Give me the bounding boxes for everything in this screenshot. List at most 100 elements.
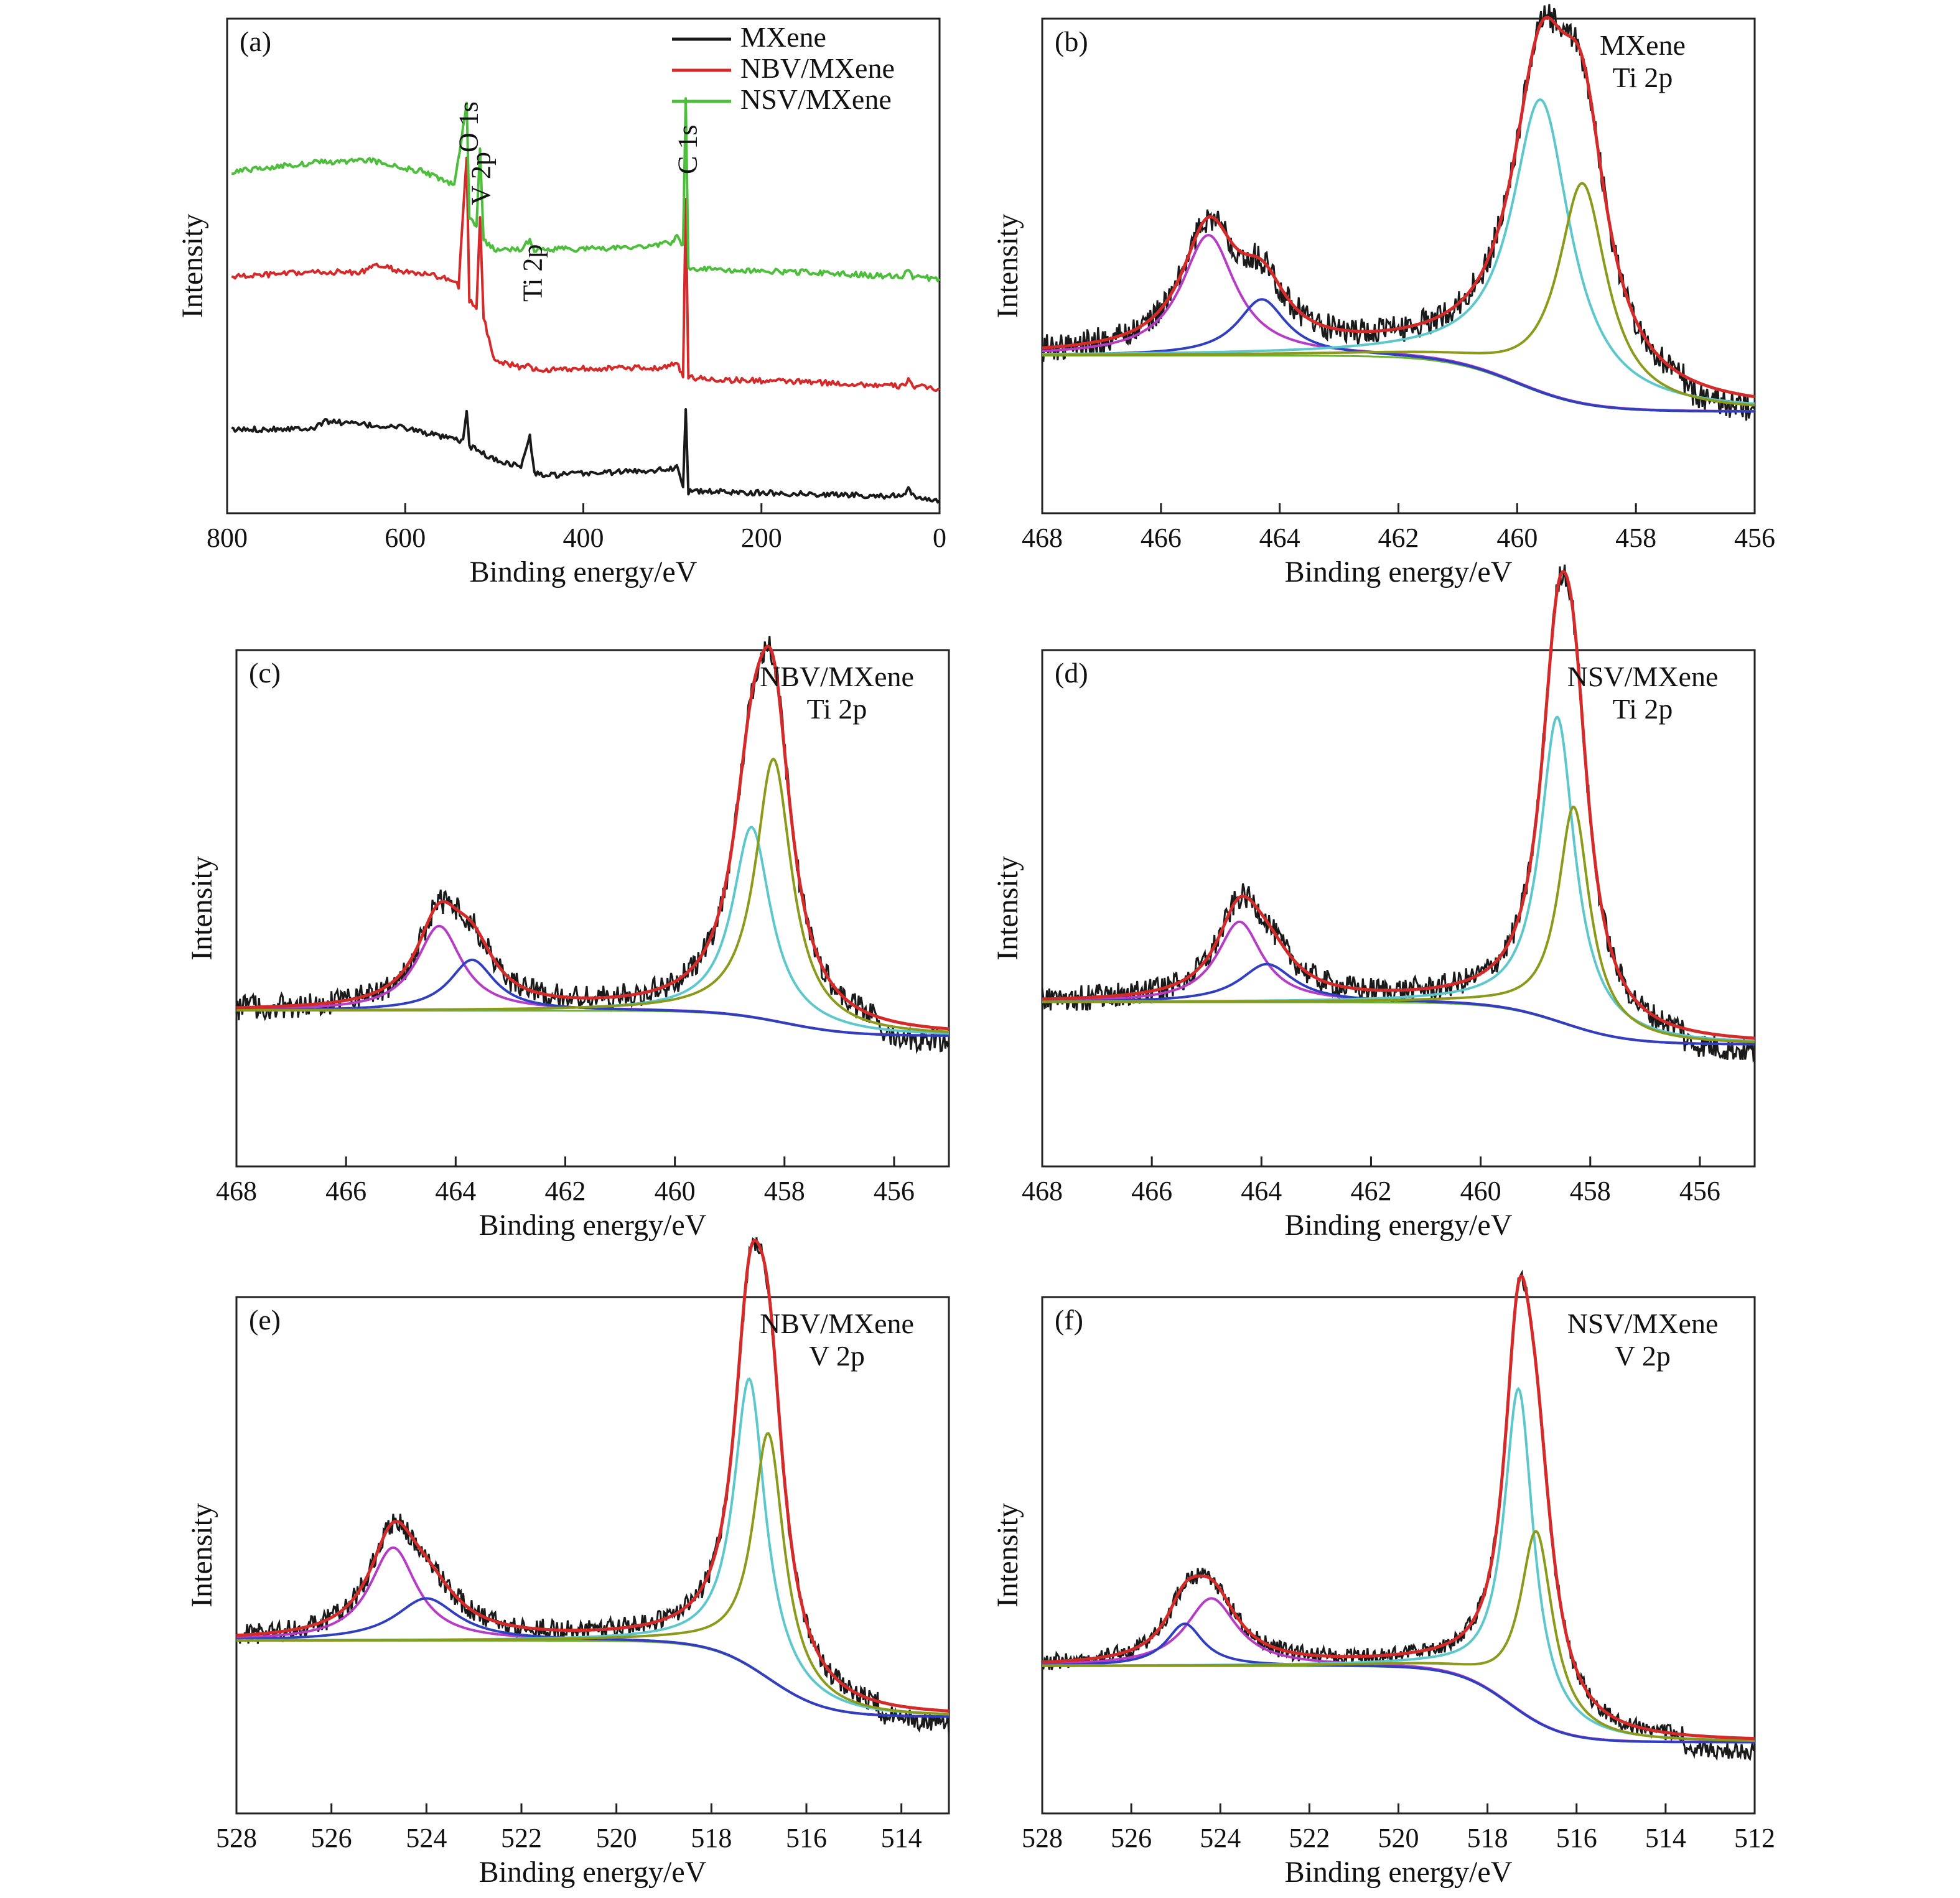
x-tick-label: 524 — [1200, 1823, 1241, 1853]
panel-title-line: NBV/MXene — [760, 661, 914, 692]
x-tick-label: 528 — [1022, 1823, 1063, 1853]
panel-label: (c) — [249, 657, 281, 689]
plot-frame — [1041, 649, 1756, 1168]
x-tick-label: 462 — [1378, 523, 1419, 553]
x-tick-label: 456 — [1734, 523, 1775, 553]
x-axis-label: Binding energy/eV — [479, 1209, 707, 1242]
x-tick-label: 524 — [406, 1823, 447, 1853]
panel-title-line: Ti 2p — [807, 693, 867, 725]
fit-component-magenta — [236, 924, 949, 1037]
panel-title-line: Ti 2p — [1613, 62, 1673, 93]
x-tick-label: 522 — [501, 1823, 542, 1853]
x-tick-label: 464 — [1259, 523, 1300, 553]
fit-envelope-line — [1042, 16, 1755, 399]
x-tick-label: 466 — [325, 1176, 366, 1206]
x-tick-label: 514 — [881, 1823, 922, 1853]
x-tick-label: 460 — [655, 1176, 696, 1206]
peak-label: C 1s — [673, 125, 703, 174]
panel-b: 468 466 464 462 460 458 456 Binding energy/eV In… — [991, 4, 1775, 588]
plot-frame — [235, 1296, 950, 1815]
fit-envelope-line — [236, 644, 950, 1031]
x-tick-label: 460 — [1460, 1176, 1501, 1206]
x-tick-label: 522 — [1289, 1823, 1330, 1853]
panel-label: (b) — [1055, 26, 1088, 57]
panel-d: 468 466 464 462 460 458 456 Binding energy/eV In… — [991, 564, 1756, 1242]
y-axis-label: Intensity — [185, 856, 218, 961]
x-tick-label: 468 — [1022, 1176, 1063, 1206]
panel-label: (e) — [249, 1304, 281, 1336]
panel-c: 468 466 464 462 460 458 456 Binding energy/eV In… — [185, 636, 950, 1242]
fit-component-cyan — [1042, 98, 1755, 405]
fit-envelope-line — [1042, 1274, 1755, 1741]
x-tick-label: 456 — [1679, 1176, 1720, 1206]
x-tick-label: 600 — [385, 523, 426, 553]
baseline-line — [1042, 355, 1755, 413]
raw-spectrum-line — [235, 1237, 950, 1734]
y-axis-label: Intensity — [991, 214, 1024, 319]
panel-label: (d) — [1055, 657, 1088, 689]
x-tick-label: 800 — [207, 523, 248, 553]
x-tick-label: 464 — [435, 1176, 476, 1206]
x-tick-label: 464 — [1241, 1176, 1282, 1206]
x-axis-label: Binding energy/eV — [470, 556, 698, 588]
fit-component-olive — [1042, 806, 1755, 1043]
x-tick-label: 468 — [216, 1176, 257, 1206]
x-tick-label: 458 — [1615, 523, 1656, 553]
fit-envelope-line — [236, 1239, 950, 1713]
fit-component-olive — [1042, 182, 1755, 407]
x-axis-label: Binding energy/eV — [1285, 1209, 1513, 1242]
fit-component-blue — [1042, 298, 1755, 413]
panel-title-line: MXene — [1600, 29, 1686, 61]
panel-title-line: V 2p — [1615, 1340, 1671, 1372]
x-axis-label: Binding energy/eV — [479, 1856, 707, 1889]
raw-spectrum-line — [1041, 564, 1756, 1063]
x-tick-label: 462 — [1350, 1176, 1391, 1206]
panel-label: (a) — [240, 26, 271, 57]
legend-entry: MXene — [740, 21, 826, 53]
x-tick-label: 526 — [1111, 1823, 1152, 1853]
x-tick-label: 466 — [1131, 1176, 1172, 1206]
x-tick-label: 526 — [311, 1823, 352, 1853]
x-tick-label: 520 — [1378, 1823, 1419, 1853]
x-tick-label: 458 — [764, 1176, 805, 1206]
x-tick-label: 516 — [786, 1823, 827, 1853]
x-tick-label: 458 — [1570, 1176, 1611, 1206]
x-tick-label: 468 — [1022, 523, 1063, 553]
x-tick-label: 462 — [544, 1176, 586, 1206]
peak-label: V 2p — [465, 152, 496, 205]
x-axis-label: Binding energy/eV — [1285, 1856, 1513, 1889]
fit-component-blue — [1042, 1622, 1755, 1744]
x-tick-label: 460 — [1496, 523, 1538, 553]
series-line-nbv — [231, 156, 940, 393]
x-tick-label: 518 — [1467, 1823, 1508, 1853]
panel-f: 528 526 524 522 520 518 516 514 512 Binding energ… — [991, 1269, 1775, 1889]
raw-spectrum-line — [1041, 1269, 1755, 1761]
y-axis-label: Intensity — [185, 1503, 218, 1607]
raw-spectrum-line — [1041, 4, 1756, 421]
x-tick-label: 0 — [933, 523, 946, 553]
panel-a: 800 600 400 200 0 Binding energy/eV Intensity (… — [176, 17, 946, 588]
y-axis-label: Intensity — [176, 214, 209, 319]
panel-label: (f) — [1055, 1304, 1083, 1336]
legend-entry: NSV/MXene — [740, 83, 892, 115]
fit-component-olive — [236, 757, 950, 1033]
x-tick-label: 516 — [1556, 1823, 1597, 1853]
panel-title-line: Ti 2p — [1613, 693, 1673, 725]
x-tick-label: 514 — [1645, 1823, 1686, 1853]
y-axis-label: Intensity — [991, 856, 1024, 961]
fit-component-blue — [236, 959, 950, 1037]
panel-title-line: NSV/MXene — [1567, 661, 1719, 692]
fit-component-magenta — [236, 1546, 949, 1718]
x-tick-label: 518 — [691, 1823, 732, 1853]
legend-entry: NBV/MXene — [740, 52, 895, 84]
series-line-nsv — [231, 97, 941, 282]
x-tick-label: 512 — [1734, 1823, 1775, 1853]
peak-label: O 1s — [453, 101, 483, 152]
x-tick-label: 520 — [596, 1823, 637, 1853]
x-tick-label: 400 — [563, 523, 604, 553]
fit-component-olive — [1042, 1530, 1755, 1742]
panel-title-line: V 2p — [809, 1340, 865, 1372]
panel-title-line: NSV/MXene — [1567, 1308, 1719, 1339]
fit-component-olive — [236, 1432, 950, 1716]
